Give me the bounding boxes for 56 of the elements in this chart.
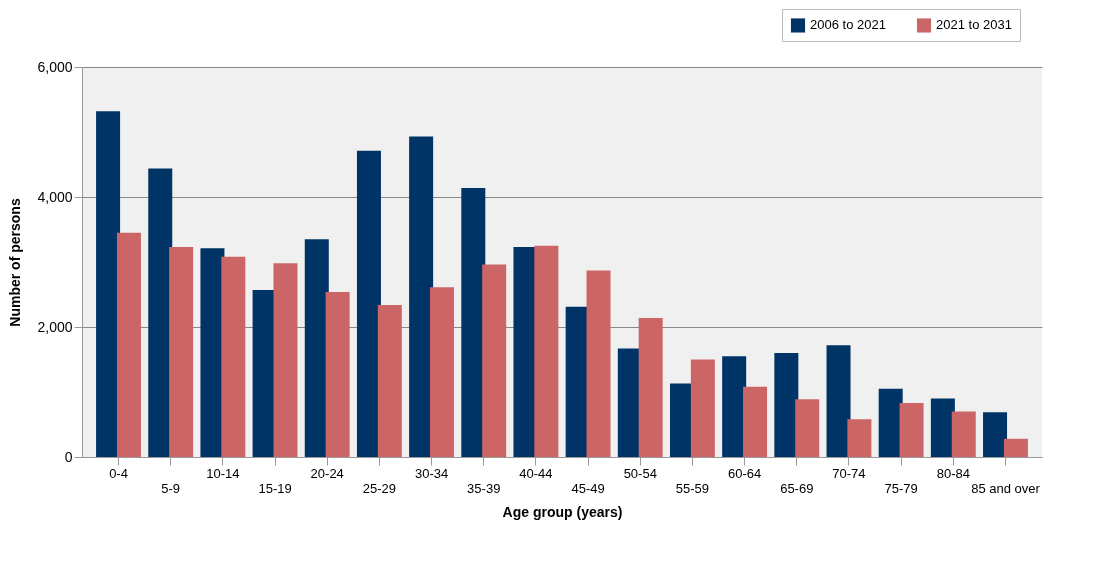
bar: [461, 187, 486, 457]
legend-label: 2006 to 2021: [810, 17, 886, 33]
bar: [930, 398, 955, 457]
bar: [409, 136, 434, 457]
x-tick-label: 0-4: [109, 465, 128, 481]
x-tick-label: 50-54: [623, 465, 657, 481]
bar: [774, 353, 799, 457]
x-tick-label: 25-29: [362, 480, 397, 496]
x-tick-label: 80-84: [936, 465, 970, 481]
x-tick-label: 85 and over: [971, 480, 1041, 496]
bar: [983, 412, 1008, 457]
bar: [1003, 438, 1028, 457]
bar: [377, 304, 402, 457]
x-tick-label: 40-44: [519, 465, 553, 481]
bar: [899, 403, 924, 457]
x-tick-label: 30-34: [414, 465, 449, 481]
bar: [722, 356, 747, 457]
bar: [116, 232, 141, 457]
bar: [430, 287, 454, 457]
legend-label: 2021 to 2031: [936, 17, 1012, 33]
bar: [96, 111, 121, 457]
bar: [878, 388, 903, 457]
y-tick-label: 4,000: [37, 188, 73, 205]
bar: [534, 245, 559, 457]
bar: [638, 317, 663, 457]
bar: [690, 359, 715, 457]
bar: [951, 411, 976, 457]
x-tick-label: 70-74: [832, 465, 866, 481]
x-tick-label: 10-14: [206, 465, 240, 481]
x-tick-label: 35-39: [467, 480, 501, 496]
bar: [482, 264, 507, 457]
bar: [743, 386, 768, 457]
bar: [847, 419, 872, 457]
x-tick-label: 55-59: [675, 480, 710, 496]
x-tick-label: 5-9: [161, 480, 181, 496]
bar: [356, 150, 381, 457]
x-tick-label: 75-79: [884, 480, 918, 496]
x-axis-title: Age group (years): [502, 503, 623, 520]
x-tick-label: 45-49: [571, 480, 605, 496]
x-tick-label: 20-24: [310, 465, 344, 481]
y-axis-title: Number of persons: [7, 198, 24, 327]
bar: [169, 247, 194, 457]
bar: [795, 399, 820, 457]
x-tick-label: 60-64: [727, 465, 762, 481]
x-tick-label: 15-19: [258, 480, 292, 496]
bar: [586, 270, 611, 457]
bar: [325, 291, 350, 457]
x-tick-label: 65-69: [780, 480, 814, 496]
bar: [304, 239, 329, 457]
bar: [273, 263, 298, 457]
bar: [221, 256, 246, 457]
y-tick-label: 2,000: [37, 318, 73, 335]
y-tick-label: 6,000: [37, 58, 73, 75]
bar: [826, 345, 851, 457]
bar: [148, 168, 173, 457]
y-tick-label: 0: [64, 448, 73, 465]
